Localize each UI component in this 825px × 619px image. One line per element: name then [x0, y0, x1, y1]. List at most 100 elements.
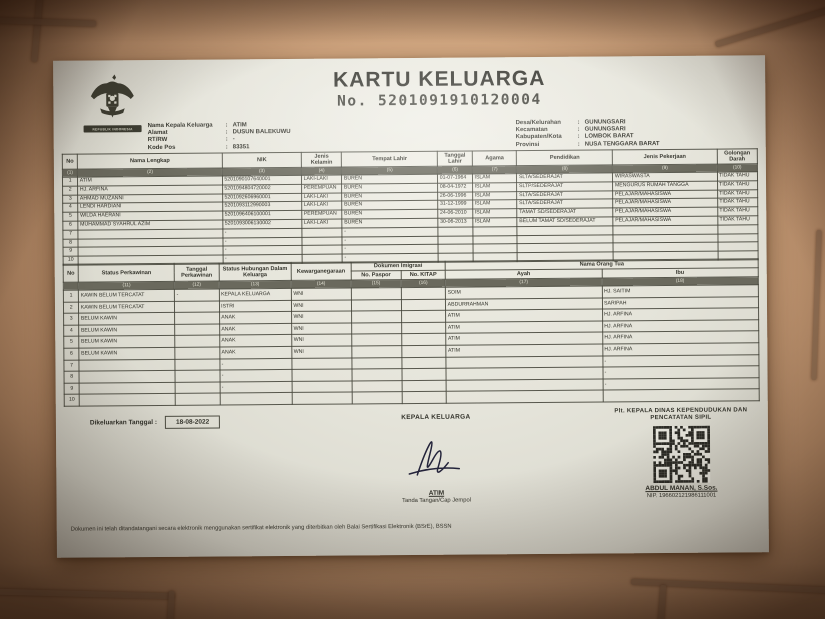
table-cell: 6 — [63, 348, 80, 360]
field-value: 83351 — [232, 143, 250, 151]
table-cell — [401, 287, 446, 300]
table-cell — [438, 235, 474, 245]
table-cell — [351, 322, 402, 335]
table-cell — [351, 380, 402, 393]
table-cell: WNI — [291, 287, 352, 301]
table-cell: TIDAK TAHU — [717, 180, 758, 190]
family-members-table: No Nama Lengkap NIK Jenis Kelamin Tempat… — [62, 148, 759, 266]
table-cell: ISLAM — [472, 208, 518, 218]
document-number-value: 5201091910120004 — [377, 91, 542, 110]
table-cell — [302, 245, 343, 255]
table-cell — [473, 244, 518, 254]
table-cell: 31-12-1999 — [437, 200, 473, 210]
qr-code — [652, 425, 710, 484]
table-cell — [351, 368, 402, 381]
official-name: ABDUL MANAN, S.Sos. — [645, 484, 718, 493]
table-cell: 7 — [63, 359, 80, 372]
table-cell: ANAK — [219, 323, 292, 336]
table-cell: LAKI-LAKI — [301, 175, 342, 185]
column-header: Tanggal Perkawinan — [174, 263, 219, 282]
table-cell: ISTRI — [219, 300, 292, 313]
official-nip: NIP. 196602121986111001 — [646, 492, 717, 500]
column-header: Pendidikan — [516, 149, 613, 166]
table-cell: 4 — [62, 203, 79, 213]
table-cell: ANAK — [219, 334, 292, 347]
garuda-icon — [90, 74, 134, 118]
colon: : — [577, 134, 580, 141]
field-value: NUSA TENGGARA BARAT — [584, 140, 660, 148]
table-cell: ANAK — [219, 346, 292, 359]
official-signature-block: Plt. KEPALA DINAS KEPENDUDUKAN DAN PENCA… — [596, 407, 767, 499]
table-cell: 9 — [64, 382, 80, 395]
tile-grout-line — [714, 6, 825, 48]
table-cell — [717, 224, 758, 234]
tile-grout-line — [0, 17, 97, 27]
marital-parents-table: No Status Perkawinan Tanggal Perkawinan … — [63, 258, 760, 407]
column-header: Tanggal Lahir — [437, 151, 473, 167]
table-cell: 3 — [62, 194, 78, 204]
table-cell: WNI — [291, 322, 352, 335]
table-cell — [175, 358, 220, 371]
table-cell: 6 — [62, 221, 79, 231]
table-cell: 3 — [63, 313, 79, 326]
colon: : — [225, 144, 228, 151]
table-cell: - — [219, 381, 293, 394]
table-cell: PEREMPUAN — [301, 210, 343, 220]
table-cell: LAKI-LAKI — [301, 201, 343, 211]
table-cell: - — [219, 369, 293, 382]
tile-grout-line — [811, 229, 822, 381]
table-cell: TIDAK TAHU — [717, 189, 758, 199]
table-cell — [717, 233, 759, 243]
table-cell — [446, 390, 603, 404]
issued-date-block: Dikeluarkan Tanggal : 18-08-2022 — [89, 415, 221, 430]
table-cell — [401, 368, 447, 381]
table-cell — [175, 393, 220, 406]
table-cell: 24-06-2010 — [438, 209, 473, 219]
table-cell — [174, 300, 220, 313]
signature-icon — [408, 441, 461, 476]
table-cell — [401, 356, 447, 369]
table-cell — [291, 357, 352, 370]
field-label: Provinsi — [515, 141, 540, 148]
column-header: NIK — [222, 152, 302, 168]
table-cell — [438, 244, 474, 254]
table-cell — [401, 322, 446, 334]
table-cell — [175, 346, 220, 359]
column-header: Jenis Pekerjaan — [612, 149, 718, 165]
table-cell — [79, 358, 176, 372]
table-cell: ISLAM — [472, 173, 517, 183]
table-cell: 7 — [62, 229, 79, 239]
table-cell — [79, 370, 176, 383]
table-cell: 1 — [62, 177, 78, 187]
table-cell — [79, 393, 176, 407]
table-cell: ISLAM — [472, 191, 518, 201]
document-number: No. 5201091910120004 — [143, 90, 735, 111]
table-cell: BELUM KAWIN — [78, 312, 175, 325]
table-cell — [401, 310, 446, 323]
colon: : — [225, 129, 228, 136]
table-cell: WNI — [291, 334, 352, 347]
table-cell — [401, 298, 446, 311]
issued-label: Dikeluarkan Tanggal : — [89, 418, 158, 427]
table-cell: WNI — [291, 311, 352, 324]
table-cell — [79, 382, 176, 395]
table-cell — [351, 287, 402, 300]
table-cell — [401, 379, 447, 392]
column-header: No. KITAP — [400, 270, 446, 280]
table-cell — [472, 226, 518, 236]
table-cell — [292, 380, 352, 393]
table-cell: 4 — [63, 324, 80, 337]
table-cell — [301, 227, 343, 237]
column-header: Kewarganegaraan — [291, 261, 351, 281]
garuda-pancasila-emblem: REPUBLIK INDONESIA — [83, 72, 142, 133]
table-cell: BELUM KAWIN — [78, 324, 175, 337]
column-number — [63, 282, 79, 291]
column-number: (1) — [62, 169, 78, 178]
column-header: Golongan Darah — [716, 148, 758, 165]
table-cell: TIDAK TAHU — [717, 215, 758, 225]
signer-title: KEPALA KELUARGA — [401, 413, 471, 422]
column-header: No — [62, 154, 78, 170]
table-cell — [351, 333, 402, 346]
table-cell: ISLAM — [472, 200, 518, 210]
column-header: Agama — [472, 150, 517, 167]
